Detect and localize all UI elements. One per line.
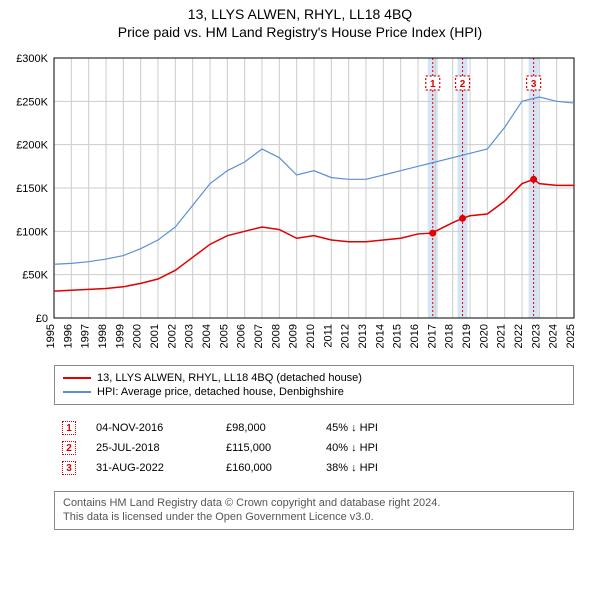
sale-date: 04-NOV-2016 <box>96 422 206 434</box>
svg-text:£100K: £100K <box>16 226 48 238</box>
price-chart: £0 £50K £100K £150K £200K £250K £300K 1995 1996 1… <box>4 48 590 358</box>
svg-text:£200K: £200K <box>16 140 48 152</box>
svg-text:£250K: £250K <box>16 96 48 108</box>
disclaimer: Contains HM Land Registry data © Crown c… <box>54 491 574 530</box>
svg-text:2010: 2010 <box>305 324 317 348</box>
svg-text:2001: 2001 <box>149 324 161 348</box>
svg-text:2007: 2007 <box>253 324 265 348</box>
svg-text:2005: 2005 <box>218 324 230 348</box>
svg-text:2021: 2021 <box>496 324 508 348</box>
title-line-1: 13, LLYS ALWEN, RHYL, LL18 4BQ <box>0 6 600 22</box>
svg-text:1997: 1997 <box>80 324 92 348</box>
title-line-2: Price paid vs. HM Land Registry's House … <box>0 24 600 40</box>
svg-text:2023: 2023 <box>530 324 542 348</box>
svg-text:2004: 2004 <box>201 324 213 348</box>
disclaimer-line: This data is licensed under the Open Gov… <box>63 510 565 524</box>
disclaimer-line: Contains HM Land Registry data © Crown c… <box>63 496 565 510</box>
svg-text:2022: 2022 <box>513 324 525 348</box>
sale-diff: 40% ↓ HPI <box>326 442 378 454</box>
svg-text:2011: 2011 <box>322 324 334 348</box>
svg-text:1: 1 <box>430 79 436 90</box>
svg-text:2: 2 <box>460 79 466 90</box>
svg-text:2020: 2020 <box>478 324 490 348</box>
legend-label: HPI: Average price, detached house, Denb… <box>97 386 344 398</box>
chart-container: £0 £50K £100K £150K £200K £250K £300K 1995 1996 1… <box>4 48 596 361</box>
sale-date: 25-JUL-2018 <box>96 442 206 454</box>
svg-text:2012: 2012 <box>340 324 352 348</box>
svg-text:2014: 2014 <box>374 324 386 348</box>
svg-text:2025: 2025 <box>565 324 577 348</box>
svg-text:2024: 2024 <box>548 324 560 348</box>
sale-price: £98,000 <box>226 422 306 434</box>
svg-text:2015: 2015 <box>392 324 404 348</box>
legend-swatch <box>63 391 91 393</box>
legend-label: 13, LLYS ALWEN, RHYL, LL18 4BQ (detached… <box>97 372 362 384</box>
legend-item: HPI: Average price, detached house, Denb… <box>63 386 565 398</box>
sale-diff: 45% ↓ HPI <box>326 422 378 434</box>
svg-text:2018: 2018 <box>444 324 456 348</box>
svg-text:1999: 1999 <box>114 324 126 348</box>
legend: 13, LLYS ALWEN, RHYL, LL18 4BQ (detached… <box>54 365 574 405</box>
sale-price: £115,000 <box>226 442 306 454</box>
svg-text:1996: 1996 <box>62 324 74 348</box>
svg-text:2013: 2013 <box>357 324 369 348</box>
svg-text:£0: £0 <box>36 313 48 325</box>
svg-text:2019: 2019 <box>461 324 473 348</box>
svg-text:2008: 2008 <box>270 324 282 348</box>
svg-text:2016: 2016 <box>409 324 421 348</box>
svg-text:2003: 2003 <box>184 324 196 348</box>
sale-marker-icon: 3 <box>62 461 76 475</box>
legend-item: 13, LLYS ALWEN, RHYL, LL18 4BQ (detached… <box>63 372 565 384</box>
sale-marker-icon: 2 <box>62 441 76 455</box>
table-row: 2 25-JUL-2018 £115,000 40% ↓ HPI <box>62 441 566 455</box>
sale-date: 31-AUG-2022 <box>96 462 206 474</box>
svg-text:2000: 2000 <box>132 324 144 348</box>
svg-text:2017: 2017 <box>426 324 438 348</box>
svg-text:1995: 1995 <box>45 324 57 348</box>
legend-swatch <box>63 377 91 379</box>
sale-diff: 38% ↓ HPI <box>326 462 378 474</box>
chart-title-area: 13, LLYS ALWEN, RHYL, LL18 4BQ Price pai… <box>0 6 600 40</box>
svg-text:£300K: £300K <box>16 53 48 65</box>
sale-price: £160,000 <box>226 462 306 474</box>
table-row: 3 31-AUG-2022 £160,000 38% ↓ HPI <box>62 461 566 475</box>
svg-text:3: 3 <box>531 79 537 90</box>
svg-text:2009: 2009 <box>288 324 300 348</box>
sales-table: 1 04-NOV-2016 £98,000 45% ↓ HPI 2 25-JUL… <box>54 411 574 485</box>
svg-text:£150K: £150K <box>16 183 48 195</box>
table-row: 1 04-NOV-2016 £98,000 45% ↓ HPI <box>62 421 566 435</box>
svg-text:2002: 2002 <box>166 324 178 348</box>
svg-text:2006: 2006 <box>236 324 248 348</box>
svg-text:1998: 1998 <box>97 324 109 348</box>
svg-text:£50K: £50K <box>22 270 48 282</box>
sale-marker-icon: 1 <box>62 421 76 435</box>
